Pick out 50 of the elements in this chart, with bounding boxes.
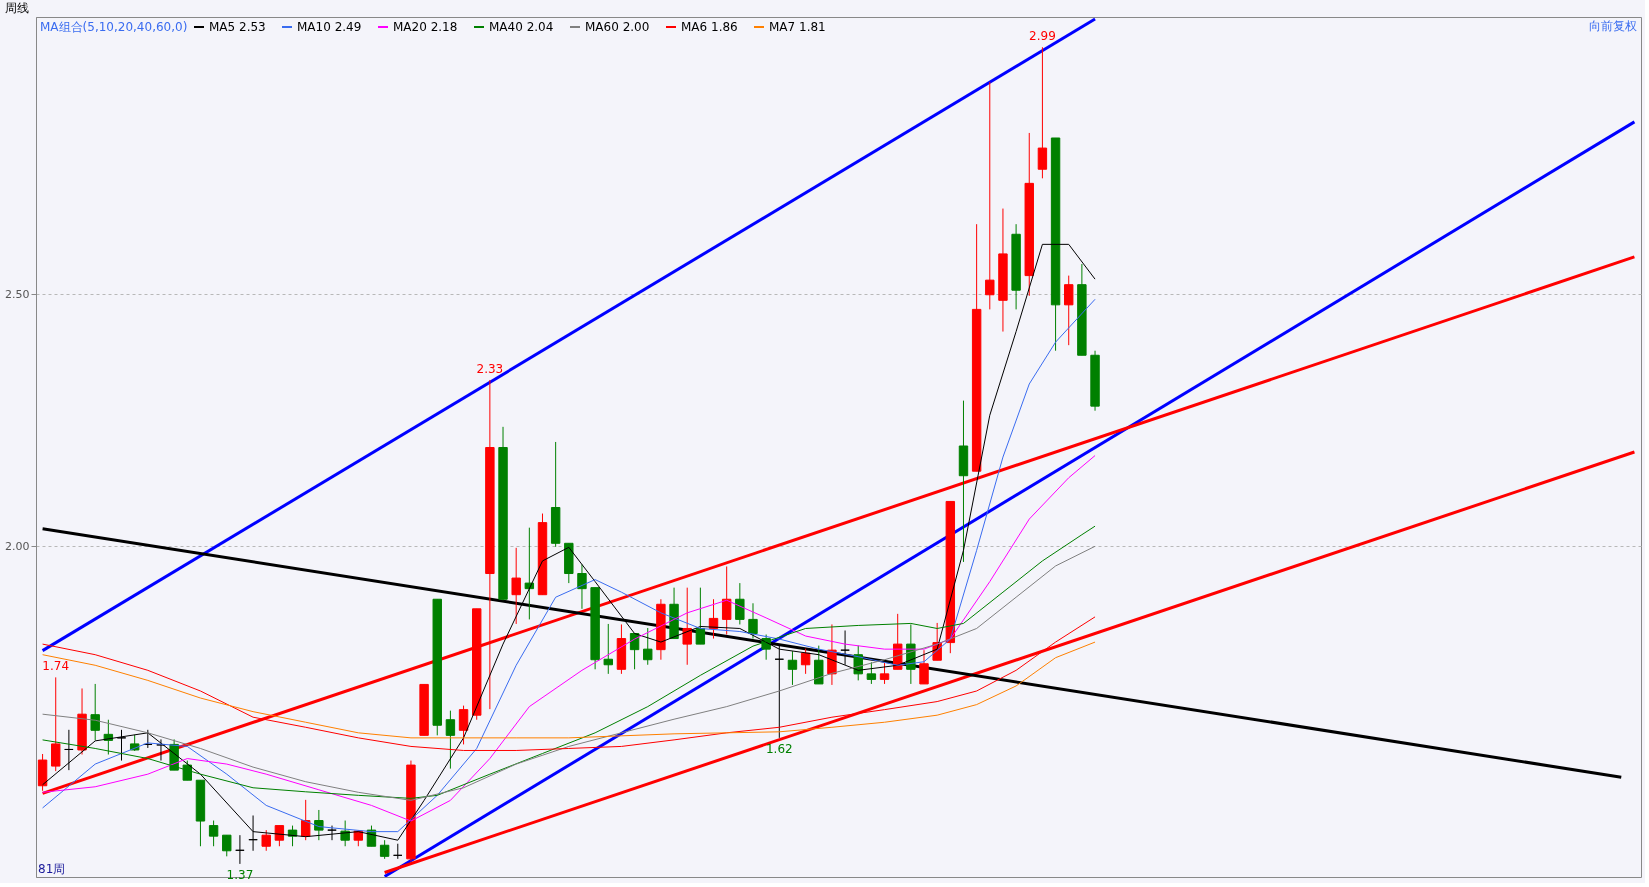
candlestick xyxy=(814,645,824,685)
y-tick-label: 2.50 xyxy=(5,287,30,301)
candlestick xyxy=(682,587,692,666)
candlestick xyxy=(985,81,995,310)
line-series xyxy=(42,641,1096,739)
candlestick xyxy=(721,565,732,636)
legend-label: MA60 2.00 xyxy=(585,20,650,34)
y-tick-label: 2.00 xyxy=(5,539,30,553)
candlestick xyxy=(643,627,653,666)
candlestick xyxy=(695,587,706,645)
candlestick xyxy=(222,834,232,857)
candlestick xyxy=(379,839,390,860)
candlestick xyxy=(458,705,469,745)
candlestick xyxy=(340,820,350,847)
candlestick xyxy=(90,683,100,741)
candlestick xyxy=(866,661,877,685)
candlestick xyxy=(445,710,456,770)
legend-label: MA20 2.18 xyxy=(393,20,458,34)
candlestick xyxy=(748,602,758,640)
candlestick xyxy=(1064,275,1074,346)
candlestick xyxy=(735,582,745,625)
candlestick xyxy=(787,650,798,686)
candlestick xyxy=(524,527,535,620)
legend-label: MA6 1.86 xyxy=(681,20,738,34)
annotation: 81周 xyxy=(38,862,66,876)
candlestick xyxy=(300,799,311,841)
legend-label: MA40 2.04 xyxy=(489,20,554,34)
candlestick xyxy=(919,649,929,685)
annotation: 2.99 xyxy=(1029,29,1056,44)
candlestick xyxy=(314,809,324,841)
legend-label: MA10 2.49 xyxy=(297,20,362,34)
candlestick xyxy=(208,820,219,847)
candlestick xyxy=(182,760,192,781)
candlestick xyxy=(879,661,890,685)
annotation: 2.33 xyxy=(476,361,504,376)
annotation: 向前复权 xyxy=(1589,19,1637,33)
candlestick xyxy=(1037,46,1048,179)
annotation: 1.62 xyxy=(765,741,793,756)
annotation: 1.37 xyxy=(226,867,254,882)
annotation: 1.74 xyxy=(42,659,70,674)
candlestick xyxy=(603,623,613,675)
candlestick xyxy=(261,829,271,852)
legend-label: MA7 1.81 xyxy=(769,20,826,34)
chart-title: 周线 xyxy=(4,1,29,15)
candlestick xyxy=(511,547,521,625)
candlestick xyxy=(577,563,587,610)
legend-label: MA5 2.53 xyxy=(209,20,266,34)
line-series xyxy=(42,455,1096,822)
legend-title: MA组合(5,10,20,40,60,0) xyxy=(40,20,188,34)
candlestick xyxy=(51,676,61,772)
